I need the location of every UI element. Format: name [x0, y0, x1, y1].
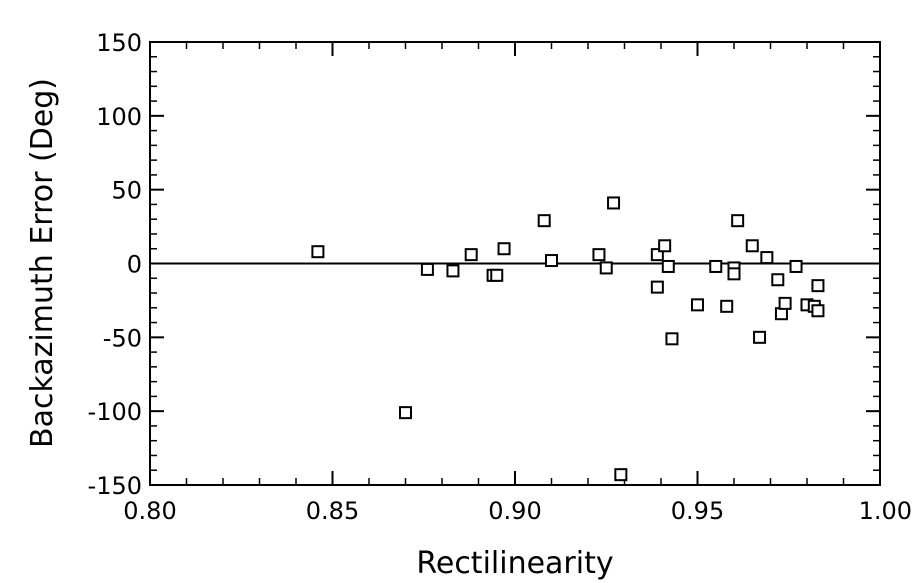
- data-point: [650, 280, 664, 294]
- data-point: [745, 239, 759, 253]
- data-point: [760, 251, 774, 265]
- data-point: [446, 264, 460, 278]
- data-point: [709, 259, 723, 273]
- y-axis-tick-labels: -150 -100 -50 0 50 100 150: [88, 29, 142, 500]
- y-tick-label: -100: [88, 398, 142, 426]
- x-axis-tick-labels: 0.80 0.85 0.90 0.95 1.00: [123, 497, 912, 525]
- data-point: [661, 259, 675, 273]
- major-ticks: [149, 41, 881, 486]
- data-point: [592, 248, 606, 262]
- data-point: [778, 296, 792, 310]
- data-point: [464, 248, 478, 262]
- y-tick-label: 50: [111, 177, 142, 205]
- data-point: [811, 304, 825, 318]
- data-point: [545, 254, 558, 268]
- data-point: [311, 245, 325, 259]
- y-tick-label: -150: [88, 472, 142, 500]
- data-point: [537, 214, 551, 228]
- x-tick-label: 0.90: [488, 497, 541, 525]
- x-tick-label: 1.00: [859, 497, 912, 525]
- data-point: [658, 239, 672, 253]
- data-point: [811, 279, 825, 293]
- x-tick-label: 0.80: [123, 497, 176, 525]
- data-point: [599, 261, 613, 275]
- data-point: [490, 268, 504, 282]
- x-tick-label: 0.95: [671, 497, 724, 525]
- data-point: [731, 214, 745, 228]
- data-point: [691, 298, 704, 312]
- y-tick-label: 100: [96, 103, 142, 131]
- data-point: [614, 468, 628, 482]
- data-point: [650, 248, 664, 262]
- data-point: [497, 242, 511, 256]
- data-point: [665, 332, 679, 346]
- data-point: [753, 330, 767, 344]
- data-point: [727, 267, 741, 281]
- x-tick-label: 0.85: [306, 497, 359, 525]
- data-point: [771, 273, 785, 287]
- y-tick-label: 150: [96, 29, 142, 57]
- y-tick-label: 0: [127, 251, 142, 279]
- y-tick-label: -50: [103, 324, 142, 352]
- x-axis-title: Rectilinearity: [416, 546, 613, 581]
- data-point: [399, 406, 412, 420]
- data-point: [720, 299, 734, 313]
- y-axis-title: Backazimuth Error (Deg): [25, 78, 60, 448]
- data-point: [607, 196, 621, 210]
- data-points: [311, 196, 825, 482]
- data-point: [420, 262, 434, 276]
- data-point: [789, 259, 803, 273]
